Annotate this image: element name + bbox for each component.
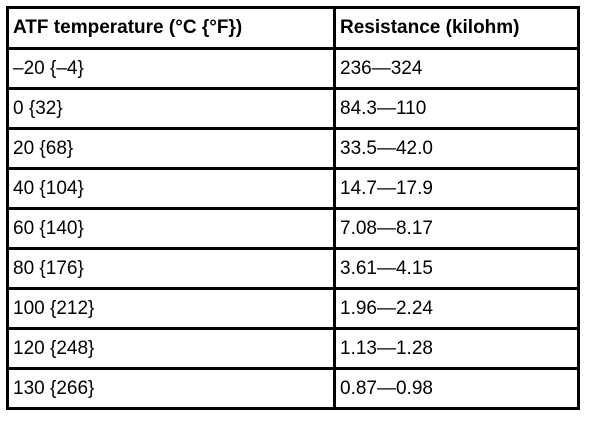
- table-cell: 40 {104}: [6, 167, 336, 210]
- table-cell: 1.13—1.28: [333, 327, 580, 370]
- table-cell: 3.61—4.15: [333, 247, 580, 290]
- table-row: 100 {212} 1.96—2.24: [6, 287, 580, 330]
- table-cell: 236—324: [333, 47, 580, 90]
- header-cell: Resistance (kilohm): [333, 6, 580, 50]
- table-cell: 130 {266}: [6, 367, 336, 410]
- table-row: 40 {104} 14.7—17.9: [6, 167, 580, 210]
- table-row: 130 {266} 0.87—0.98: [6, 367, 580, 410]
- table-row: 120 {248} 1.13—1.28: [6, 327, 580, 370]
- table-row: –20 {–4} 236—324: [6, 47, 580, 90]
- table-row: 80 {176} 3.61—4.15: [6, 247, 580, 290]
- table-cell: 7.08—8.17: [333, 207, 580, 250]
- table-cell: 84.3—110: [333, 87, 580, 130]
- header-cell: ATF temperature (°C {°F}): [6, 6, 336, 50]
- header-row: ATF temperature (°C {°F}) Resistance (kil…: [6, 6, 580, 50]
- table-cell: 33.5—42.0: [333, 127, 580, 170]
- table-cell: 0 {32}: [6, 87, 336, 130]
- table-row: 60 {140} 7.08—8.17: [6, 207, 580, 250]
- table-cell: 80 {176}: [6, 247, 336, 290]
- table-cell: 60 {140}: [6, 207, 336, 250]
- table-body: –20 {–4} 236—324 0 {32} 84.3—110 20 {68} 33.5…: [6, 47, 580, 410]
- table-header: ATF temperature (°C {°F}) Resistance (kil…: [6, 6, 580, 50]
- table-cell: 14.7—17.9: [333, 167, 580, 210]
- table-cell: 0.87—0.98: [333, 367, 580, 410]
- table-cell: 20 {68}: [6, 127, 336, 170]
- table-cell: 100 {212}: [6, 287, 336, 330]
- table-cell: 1.96—2.24: [333, 287, 580, 330]
- table-cell: –20 {–4}: [6, 47, 336, 90]
- resistance-table: ATF temperature (°C {°F}) Resistance (kil…: [6, 6, 580, 410]
- table-cell: 120 {248}: [6, 327, 336, 370]
- table-row: 20 {68} 33.5—42.0: [6, 127, 580, 170]
- table-row: 0 {32} 84.3—110: [6, 87, 580, 130]
